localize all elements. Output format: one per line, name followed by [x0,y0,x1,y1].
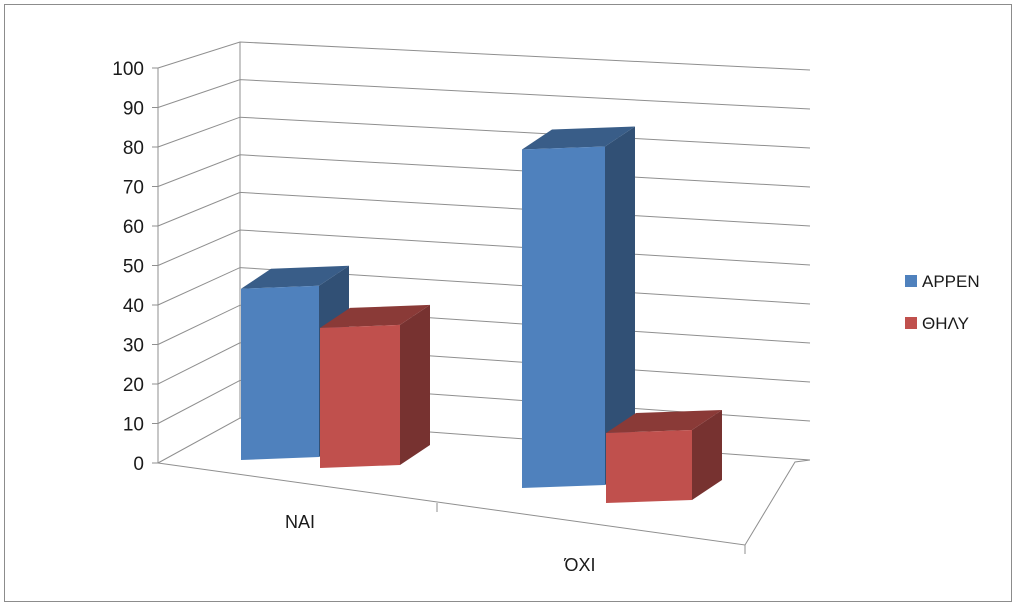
y-tick-label: 60 [123,217,144,238]
floor-outline [157,459,811,546]
bar-male-no [522,126,635,488]
gridline [157,229,811,266]
bar-top-face [606,409,722,433]
bar-front-face [241,285,319,460]
bar-top-face [241,265,349,289]
gridline [157,116,811,149]
bars [241,126,722,503]
gridline [157,154,811,188]
x-category-label: ΝΑΙ [285,512,315,532]
legend-label: ΘΗΛΥ [922,314,969,333]
chart-frame [4,4,1012,602]
y-tick-label: 70 [123,178,144,199]
gridline [157,41,811,71]
bar-side-face [605,126,635,485]
y-tick-label: 10 [123,415,144,436]
legend-swatch [905,317,917,329]
bar-front-face [320,324,400,468]
bar-female-yes [320,304,430,468]
legend-label: ΑΡΡΕΝ [922,272,980,291]
y-tick-label: 80 [123,138,144,159]
bar-female-no [606,409,722,503]
axis-labels: 0 10 20 30 40 50 60 70 80 90 100 ΝΑΙ ΌΧΙ [112,59,595,575]
bar-top-face [522,126,635,150]
y-tick-label: 0 [133,454,144,475]
y-tick-label: 50 [123,257,144,278]
y-tick-label: 30 [123,336,144,357]
gridline [157,79,811,110]
bar-side-face [692,409,722,500]
bar-front-face [522,146,605,488]
y-tick-label: 40 [123,296,144,317]
legend: ΑΡΡΕΝ ΘΗΛΥ [905,272,980,333]
y-tick-label: 100 [112,59,144,80]
gridline [157,191,811,227]
bar-top-face [320,304,430,328]
bar-side-face [400,304,430,465]
x-category-label: ΌΧΙ [564,555,596,575]
legend-swatch [905,275,917,287]
axes [152,42,811,554]
bar-front-face [606,429,692,503]
y-tick-label: 20 [123,375,144,396]
y-tick-label: 90 [123,99,144,120]
